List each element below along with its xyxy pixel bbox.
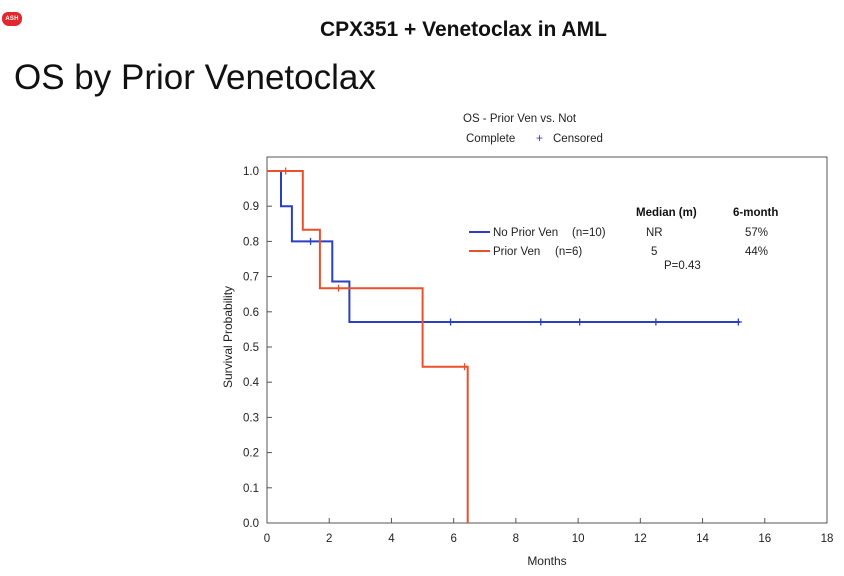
- y-tick-label: 0.0: [243, 518, 259, 530]
- legend-label-prior-ven: Prior Ven: [493, 246, 540, 258]
- x-tick-label: 18: [821, 533, 834, 545]
- header-title: CPX351 + Venetoclax in AML: [320, 18, 607, 41]
- x-tick-label: 8: [513, 533, 519, 545]
- y-tick-label: 0.2: [243, 448, 259, 460]
- chart-title-line-2: Complete: [466, 133, 515, 145]
- median-no-prior-ven: NR: [646, 227, 663, 239]
- x-tick-label: 14: [696, 533, 709, 545]
- censor-mark-prior-ven: [461, 363, 469, 371]
- censor-mark-no-prior-ven: [576, 318, 584, 326]
- legend-label-no-prior-ven: No Prior Ven: [493, 227, 558, 239]
- six-month-prior-ven: 44%: [745, 246, 768, 258]
- censor-mark-prior-ven: [282, 167, 290, 175]
- x-tick-label: 4: [388, 533, 395, 545]
- km-curve-prior-ven: [267, 170, 469, 523]
- censor-legend-symbol: +: [536, 131, 543, 145]
- conference-logo: ASH: [2, 12, 22, 26]
- y-tick-label: 0.3: [243, 412, 259, 424]
- y-tick-label: 0.5: [243, 342, 259, 354]
- x-tick-label: 10: [572, 533, 585, 545]
- table-header-6month: 6-month: [733, 207, 778, 219]
- six-month-no-prior-ven: 57%: [745, 227, 768, 239]
- y-tick-label: 0.1: [243, 483, 259, 495]
- chart-title-line-1: OS - Prior Ven vs. Not: [463, 113, 577, 125]
- y-tick-label: 0.8: [243, 236, 259, 248]
- plot-area: [266, 156, 828, 524]
- table-header-median: Median (m): [636, 207, 697, 219]
- censor-mark-no-prior-ven: [734, 318, 742, 326]
- y-axis-label: Survival Probability: [221, 286, 235, 388]
- x-tick-label: 2: [326, 533, 332, 545]
- censor-legend-label: Censored: [553, 133, 603, 145]
- x-tick-label: 16: [758, 533, 771, 545]
- x-tick-label: 0: [264, 533, 270, 545]
- censor-mark-no-prior-ven: [447, 318, 455, 326]
- legend-n-prior-ven: (n=6): [555, 246, 582, 258]
- censor-mark-no-prior-ven: [652, 318, 660, 326]
- x-tick-label: 12: [634, 533, 647, 545]
- slide-title: OS by Prior Venetoclax: [14, 58, 376, 97]
- y-tick-label: 0.7: [243, 272, 259, 284]
- censor-mark-no-prior-ven: [537, 318, 545, 326]
- p-value: P=0.43: [664, 260, 701, 272]
- median-prior-ven: 5: [651, 246, 657, 258]
- censor-mark-no-prior-ven: [307, 237, 315, 245]
- x-axis-label: Months: [527, 554, 566, 568]
- y-tick-label: 0.9: [243, 201, 259, 213]
- y-tick-label: 1.0: [243, 166, 259, 178]
- legend-n-no-prior-ven: (n=10): [572, 227, 606, 239]
- y-tick-label: 0.6: [243, 307, 259, 319]
- censor-mark-prior-ven: [335, 284, 343, 292]
- y-tick-label: 0.4: [243, 377, 260, 389]
- x-tick-label: 6: [450, 533, 456, 545]
